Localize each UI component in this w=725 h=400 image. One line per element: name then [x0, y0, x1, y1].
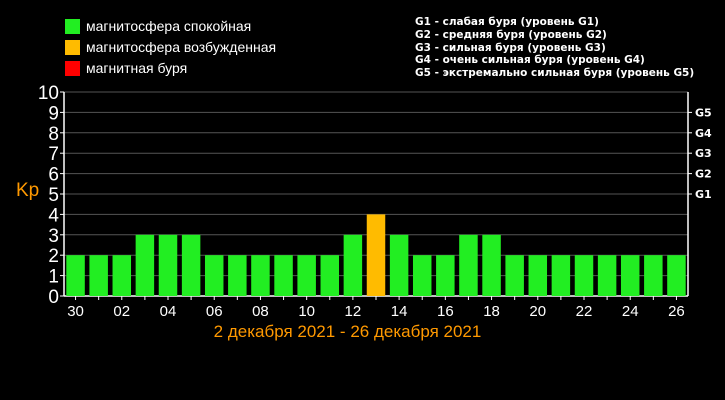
legend-item-storm: магнитная буря	[65, 59, 187, 77]
bar	[366, 214, 386, 296]
bar	[204, 255, 224, 296]
bar	[135, 234, 155, 296]
x-tick-label: 14	[391, 303, 408, 320]
bar	[505, 255, 524, 296]
bar	[620, 255, 640, 296]
x-tick-label: 12	[345, 303, 362, 320]
bar	[574, 255, 594, 296]
g-tick-label: G3	[695, 147, 712, 160]
x-tick-label: 08	[252, 303, 269, 320]
legend-swatch-storm	[65, 60, 80, 76]
x-tick-label: 26	[668, 303, 685, 320]
legend-label-storm: магнитная буря	[86, 60, 188, 76]
bar	[228, 255, 247, 296]
y-tick-label: 6	[48, 165, 59, 186]
x-tick-label: 30	[67, 303, 84, 320]
bar	[158, 234, 178, 296]
y-axis-label: Kp	[16, 180, 40, 201]
bar	[320, 255, 340, 296]
x-tick-label: 10	[298, 303, 315, 320]
y-tick-label: 3	[48, 226, 59, 247]
legend-item-active: магнитосфера возбужденная	[65, 38, 276, 56]
bar	[482, 234, 501, 296]
bar	[343, 234, 363, 296]
legend-swatch-quiet	[65, 18, 80, 34]
x-tick-label: 22	[576, 303, 593, 320]
y-tick-label: 8	[48, 124, 59, 145]
g-level-5: G5 - экстремально сильная буря (уровень …	[415, 67, 695, 80]
bar	[274, 255, 293, 296]
x-tick-label: 20	[529, 303, 546, 320]
bar	[181, 234, 201, 296]
x-tick-label: 18	[483, 303, 500, 320]
bar	[112, 255, 132, 296]
y-tick-label: 0	[48, 287, 59, 308]
y-tick-label: 5	[48, 185, 59, 206]
date-range-text: 2 декабря 2021 - 26 декабря 2021	[213, 322, 482, 341]
bar	[644, 255, 663, 296]
bar	[459, 234, 478, 296]
x-tick-label: 24	[622, 303, 639, 320]
bar	[597, 255, 617, 296]
y-tick-label: 10	[38, 83, 59, 104]
g-levels-legend: G1 - слабая буря (уровень G1) G2 - средн…	[415, 16, 694, 80]
bar	[528, 255, 548, 296]
g-level-2: G2 - средняя буря (уровень G2)	[415, 28, 607, 41]
bar	[297, 255, 316, 296]
bar	[389, 234, 409, 296]
bar	[436, 255, 455, 296]
bar	[89, 255, 108, 296]
g-tick-label: G1	[695, 188, 712, 201]
y-tick-label: 4	[48, 205, 59, 226]
legend-swatch-active	[65, 39, 80, 55]
bar	[667, 255, 686, 296]
legend-item-quiet: магнитосфера спокойная	[65, 17, 251, 35]
bar	[551, 255, 571, 296]
bar	[66, 255, 85, 296]
g-level-3: G3 - сильная буря (уровень G3)	[415, 41, 606, 54]
bar	[251, 255, 270, 296]
legend-label-active: магнитосфера возбужденная	[86, 39, 277, 55]
g-tick-label: G4	[695, 127, 712, 140]
legend-label-quiet: магнитосфера спокойная	[86, 18, 252, 34]
y-tick-label: 2	[48, 246, 59, 267]
bar	[412, 255, 432, 296]
g-tick-label: G2	[695, 168, 712, 181]
x-tick-label: 16	[437, 303, 454, 320]
x-tick-label: 06	[206, 303, 223, 320]
date-range-label: 2 декабря 2021 - 26 декабря 2021	[0, 322, 725, 342]
x-tick-label: 02	[113, 303, 130, 320]
g-level-4: G4 - очень сильная буря (уровень G4)	[415, 54, 645, 67]
y-tick-label: 7	[48, 144, 59, 165]
y-tick-label: 1	[48, 267, 59, 288]
y-tick-label: 9	[48, 103, 59, 124]
g-tick-label: G5	[695, 106, 712, 119]
g-level-1: G1 - слабая буря (уровень G1)	[415, 16, 599, 28]
x-tick-label: 04	[160, 303, 177, 320]
